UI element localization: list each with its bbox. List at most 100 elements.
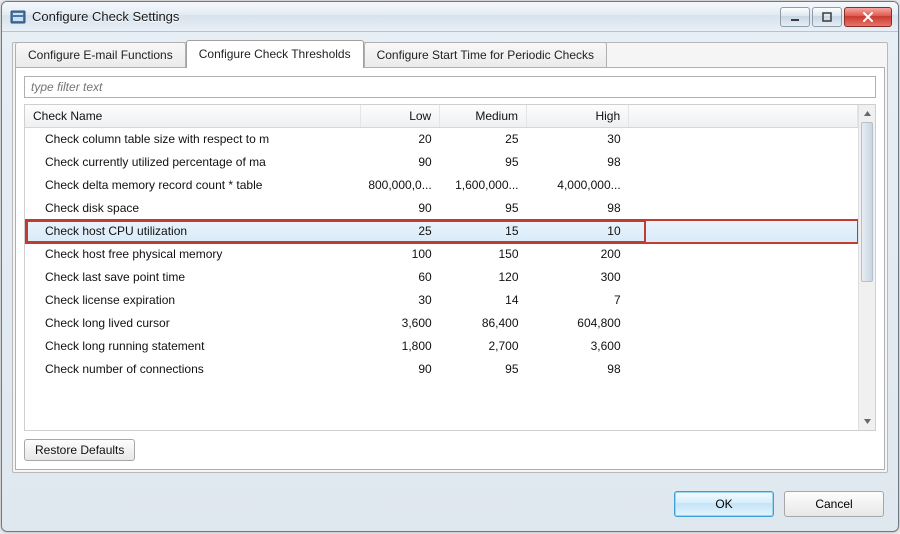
cell-high[interactable]: 10	[527, 220, 629, 243]
window-controls	[780, 7, 892, 27]
table-body: Check column table size with respect to …	[25, 128, 858, 382]
col-low[interactable]: Low	[360, 105, 440, 128]
tab-panel-thresholds: Check Name Low Medium High Check column …	[15, 67, 885, 470]
table-row[interactable]: Check column table size with respect to …	[25, 128, 858, 152]
table-row[interactable]: Check license expiration30147	[25, 289, 858, 312]
cell-extra	[629, 220, 858, 243]
cell-extra	[629, 243, 858, 266]
cell-low[interactable]: 60	[360, 266, 440, 289]
table-row[interactable]: Check host CPU utilization251510	[25, 220, 858, 243]
table-row[interactable]: Check long running statement1,8002,7003,…	[25, 335, 858, 358]
cell-name[interactable]: Check delta memory record count * table	[25, 174, 360, 197]
cell-low[interactable]: 90	[360, 197, 440, 220]
cell-name[interactable]: Check host CPU utilization	[25, 220, 360, 243]
scroll-down-button[interactable]	[859, 413, 875, 430]
cell-medium[interactable]: 1,600,000...	[440, 174, 527, 197]
cell-low[interactable]: 1,800	[360, 335, 440, 358]
window-title: Configure Check Settings	[32, 9, 179, 24]
scroll-track[interactable]	[859, 122, 875, 413]
cell-extra	[629, 174, 858, 197]
cell-high[interactable]: 604,800	[527, 312, 629, 335]
cell-name[interactable]: Check disk space	[25, 197, 360, 220]
cell-high[interactable]: 30	[527, 128, 629, 152]
cell-high[interactable]: 98	[527, 197, 629, 220]
cell-medium[interactable]: 2,700	[440, 335, 527, 358]
cell-name[interactable]: Check number of connections	[25, 358, 360, 381]
cell-name[interactable]: Check currently utilized percentage of m…	[25, 151, 360, 174]
thresholds-table: Check Name Low Medium High Check column …	[25, 105, 858, 381]
cell-extra	[629, 312, 858, 335]
cell-high[interactable]: 3,600	[527, 335, 629, 358]
cell-extra	[629, 151, 858, 174]
cell-name[interactable]: Check long running statement	[25, 335, 360, 358]
cell-medium[interactable]: 86,400	[440, 312, 527, 335]
cell-name[interactable]: Check host free physical memory	[25, 243, 360, 266]
col-medium[interactable]: Medium	[440, 105, 527, 128]
col-extra[interactable]	[629, 105, 858, 128]
close-button[interactable]	[844, 7, 892, 27]
cell-medium[interactable]: 120	[440, 266, 527, 289]
ok-button[interactable]: OK	[674, 491, 774, 517]
dialog-button-bar: OK Cancel	[2, 483, 898, 531]
cell-extra	[629, 197, 858, 220]
restore-row: Restore Defaults	[24, 439, 876, 461]
app-icon	[10, 9, 26, 25]
cell-high[interactable]: 98	[527, 151, 629, 174]
table-wrap: Check Name Low Medium High Check column …	[24, 104, 876, 431]
cell-medium[interactable]: 15	[440, 220, 527, 243]
cell-low[interactable]: 90	[360, 151, 440, 174]
cell-medium[interactable]: 95	[440, 197, 527, 220]
cell-medium[interactable]: 25	[440, 128, 527, 152]
cell-name[interactable]: Check license expiration	[25, 289, 360, 312]
tab-starttime[interactable]: Configure Start Time for Periodic Checks	[364, 42, 607, 68]
table-row[interactable]: Check host free physical memory100150200	[25, 243, 858, 266]
table-scroll: Check Name Low Medium High Check column …	[25, 105, 858, 430]
col-name[interactable]: Check Name	[25, 105, 360, 128]
cell-name[interactable]: Check column table size with respect to …	[25, 128, 360, 152]
cell-high[interactable]: 98	[527, 358, 629, 381]
table-row[interactable]: Check currently utilized percentage of m…	[25, 151, 858, 174]
cell-name[interactable]: Check last save point time	[25, 266, 360, 289]
cell-high[interactable]: 4,000,000...	[527, 174, 629, 197]
filter-input[interactable]	[24, 76, 876, 98]
cell-extra	[629, 358, 858, 381]
cell-name[interactable]: Check long lived cursor	[25, 312, 360, 335]
cell-extra	[629, 128, 858, 152]
col-high[interactable]: High	[527, 105, 629, 128]
cell-low[interactable]: 3,600	[360, 312, 440, 335]
tab-thresholds[interactable]: Configure Check Thresholds	[186, 40, 364, 68]
cell-low[interactable]: 100	[360, 243, 440, 266]
cell-extra	[629, 335, 858, 358]
scroll-up-button[interactable]	[859, 105, 875, 122]
cell-low[interactable]: 30	[360, 289, 440, 312]
titlebar[interactable]: Configure Check Settings	[2, 2, 898, 32]
table-row[interactable]: Check last save point time60120300	[25, 266, 858, 289]
tab-email[interactable]: Configure E-mail Functions	[15, 42, 186, 68]
scroll-thumb[interactable]	[861, 122, 873, 282]
cell-low[interactable]: 25	[360, 220, 440, 243]
table-row[interactable]: Check long lived cursor3,60086,400604,80…	[25, 312, 858, 335]
cancel-button[interactable]: Cancel	[784, 491, 884, 517]
cell-low[interactable]: 90	[360, 358, 440, 381]
cell-low[interactable]: 800,000,0...	[360, 174, 440, 197]
table-row[interactable]: Check delta memory record count * table8…	[25, 174, 858, 197]
cell-extra	[629, 266, 858, 289]
restore-defaults-button[interactable]: Restore Defaults	[24, 439, 135, 461]
cell-medium[interactable]: 95	[440, 358, 527, 381]
cell-high[interactable]: 7	[527, 289, 629, 312]
cell-extra	[629, 289, 858, 312]
table-row[interactable]: Check disk space909598	[25, 197, 858, 220]
table-row[interactable]: Check number of connections909598	[25, 358, 858, 381]
cell-high[interactable]: 300	[527, 266, 629, 289]
tabs-row: Configure E-mail Functions Configure Che…	[13, 42, 887, 68]
cell-medium[interactable]: 14	[440, 289, 527, 312]
window: Configure Check Settings Configure E-mai…	[1, 1, 899, 532]
content-panel: Configure E-mail Functions Configure Che…	[12, 42, 888, 473]
minimize-button[interactable]	[780, 7, 810, 27]
maximize-button[interactable]	[812, 7, 842, 27]
cell-high[interactable]: 200	[527, 243, 629, 266]
cell-medium[interactable]: 150	[440, 243, 527, 266]
cell-low[interactable]: 20	[360, 128, 440, 152]
vertical-scrollbar[interactable]	[858, 105, 875, 430]
cell-medium[interactable]: 95	[440, 151, 527, 174]
